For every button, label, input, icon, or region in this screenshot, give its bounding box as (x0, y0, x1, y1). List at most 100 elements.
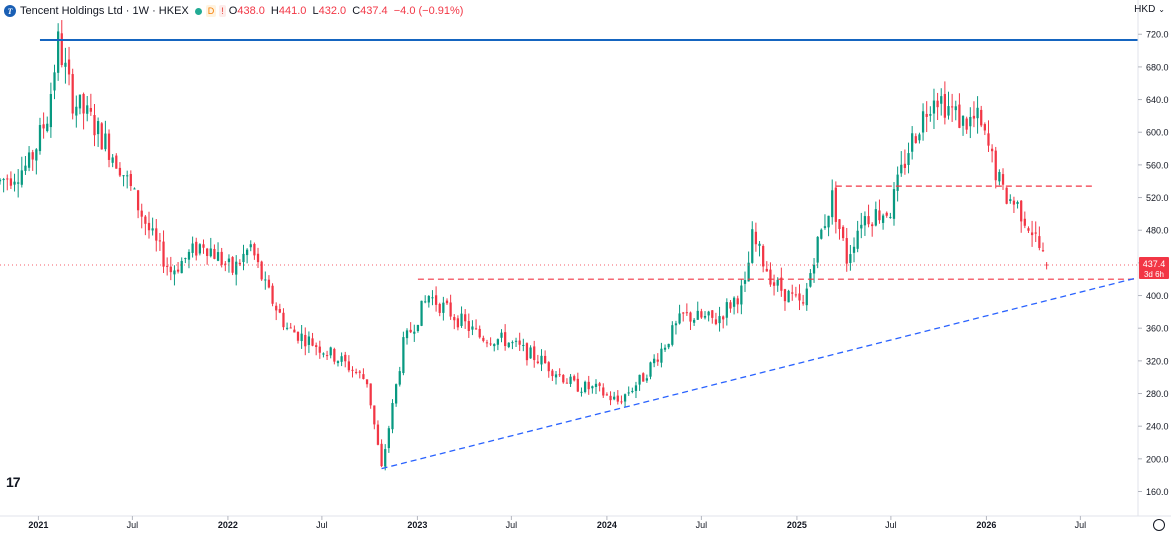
candle-body (442, 302, 445, 313)
candle-body (1045, 264, 1048, 266)
candle-body (812, 264, 816, 274)
candle-body (921, 111, 925, 133)
candle-body (158, 240, 162, 242)
candle-body (464, 314, 467, 322)
candle-body (649, 362, 652, 377)
candle-body (89, 107, 92, 112)
candle-body (311, 338, 314, 346)
market-status-icon (194, 7, 202, 15)
candle-body (376, 424, 380, 445)
candles (0, 20, 1048, 471)
candle-body (162, 241, 165, 267)
candle-body (307, 336, 311, 345)
candle-body (558, 374, 561, 376)
candle-body (540, 355, 543, 365)
candle-body (700, 311, 703, 318)
drawings[interactable] (0, 38, 1139, 470)
candle-body (325, 355, 329, 357)
candle-body (1016, 201, 1019, 204)
currency-selector[interactable]: HKD ⌄ (1134, 4, 1165, 15)
symbol-title[interactable]: Tencent Holdings Ltd · 1W · HKEX (20, 5, 189, 17)
candle-body (1030, 232, 1034, 236)
close-label: C (352, 5, 361, 17)
candle-body (623, 394, 627, 402)
candle-body (315, 345, 318, 347)
candle-body (1027, 228, 1030, 231)
candle-body (642, 373, 645, 382)
candle-body (874, 209, 877, 226)
price-tick-label: 240.0 (1146, 422, 1169, 432)
settings-gear-icon[interactable] (1153, 519, 1165, 531)
candle-body (656, 359, 659, 362)
candle-body (631, 390, 634, 393)
candle-body (943, 94, 946, 118)
candle-body (529, 347, 532, 359)
last-price-label: 437.43d 6h (1139, 256, 1169, 279)
candle-body (489, 343, 492, 345)
candle-body (478, 328, 481, 338)
candle-body (514, 340, 518, 342)
candle-body (78, 94, 82, 109)
high-value: 441.0 (278, 5, 307, 17)
delayed-badge[interactable]: D (205, 5, 217, 17)
candle-body (569, 376, 572, 384)
candle-body (17, 182, 20, 184)
candle-body (976, 107, 979, 119)
symbol-legend[interactable]: T Tencent Holdings Ltd · 1W · HKEX D ! O… (4, 3, 466, 19)
candle-body (747, 262, 750, 282)
candle-body (671, 325, 674, 345)
candle-body (445, 300, 449, 304)
tradingview-logo-icon[interactable]: 17 (6, 474, 21, 490)
candle-body (591, 386, 594, 389)
price-tick-label: 200.0 (1146, 454, 1169, 464)
time-tick-label: 2022 (218, 520, 238, 530)
candle-body (718, 316, 721, 324)
candle-body (758, 243, 761, 246)
candle-body (511, 342, 514, 344)
candle-body (140, 210, 143, 217)
candle-body (104, 133, 107, 150)
candle-body (216, 252, 220, 261)
candle-body (293, 329, 296, 333)
candle-body (180, 260, 183, 274)
candle-body (660, 348, 663, 363)
candle-body (609, 395, 612, 401)
candle-body (605, 394, 609, 396)
candle-body (344, 354, 347, 362)
candle-body (925, 113, 928, 117)
candle-body (126, 175, 129, 177)
low-label: L (312, 5, 319, 17)
candle-body (682, 312, 685, 314)
candle-body (169, 266, 172, 273)
candle-body (485, 342, 489, 344)
price-tick-label: 400.0 (1146, 291, 1169, 301)
candle-body (64, 62, 67, 67)
candle-body (151, 228, 154, 231)
candle-body (776, 279, 779, 286)
candle-body (1020, 200, 1023, 222)
candle-body (438, 303, 441, 313)
candle-body (71, 74, 74, 114)
candle-body (994, 150, 997, 181)
candle-body (409, 329, 412, 333)
candle-body (696, 310, 699, 320)
price-tick-label: 160.0 (1146, 487, 1169, 497)
candle-body (634, 385, 638, 391)
candle-body (565, 382, 569, 384)
ohlc-values: O438.0 H441.0 L432.0 C437.4 −4.0 (−0.91%… (229, 5, 467, 17)
candle-body (900, 164, 903, 174)
candle-body (729, 302, 732, 309)
candle-body (762, 245, 765, 267)
time-tick-label: 2026 (976, 520, 996, 530)
candle-body (638, 374, 641, 385)
candle-body (990, 148, 994, 152)
candle-body (187, 251, 191, 260)
time-axis[interactable]: 2021 Jul 2022 Jul 2023 Jul 2024 Jul 2025 Jul 2026 J… (0, 515, 1171, 530)
candle-body (823, 226, 827, 228)
candle-body (155, 228, 158, 241)
warning-badge[interactable]: ! (219, 5, 226, 17)
candle-body (35, 149, 38, 161)
candle-body (1038, 236, 1041, 248)
candle-body (136, 190, 140, 211)
